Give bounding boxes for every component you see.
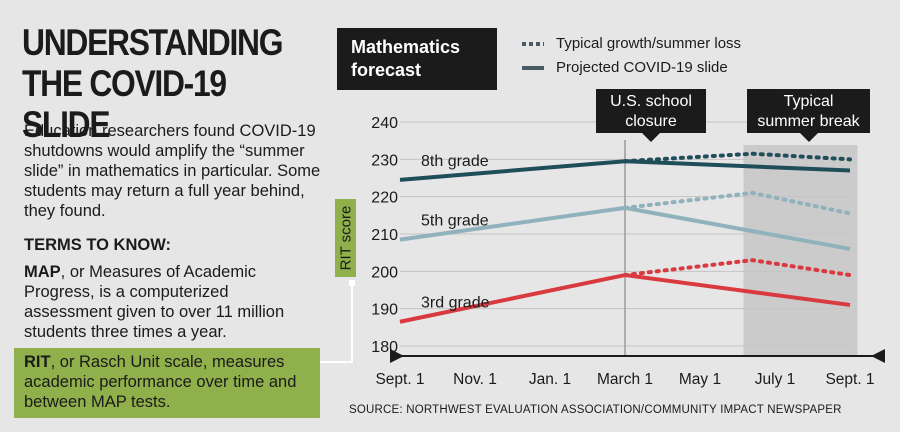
x-tick-label: Jan. 1 xyxy=(529,371,571,388)
intro-paragraph: Education researchers found COVID-19 shu… xyxy=(24,122,321,220)
y-tick-label: 220 xyxy=(371,190,398,207)
rit-definition-box: RIT, or Rasch Unit scale, measures acade… xyxy=(14,348,320,418)
dotted-line-swatch xyxy=(522,42,544,46)
series-label: 8th grade xyxy=(421,153,489,170)
summer-break-shading xyxy=(743,145,858,356)
y-axis-label-box: RIT score xyxy=(335,199,356,277)
x-tick-label: May 1 xyxy=(679,371,721,388)
source-credit: SOURCE: NORTHWEST EVALUATION ASSOCIATION… xyxy=(349,404,842,416)
legend-item-solid: Projected COVID-19 slide xyxy=(522,56,741,80)
series-label: 3rd grade xyxy=(421,295,490,312)
legend-label-solid: Projected COVID-19 slide xyxy=(556,59,728,76)
terms-heading: TERMS TO KNOW: xyxy=(24,236,171,254)
series-line-dotted xyxy=(623,190,852,216)
y-tick-label: 190 xyxy=(371,302,398,319)
headline: UNDERSTANDING THE COVID-19 SLIDE xyxy=(22,22,283,145)
x-tick-label: Sept. 1 xyxy=(375,371,424,388)
x-axis-arrow-right xyxy=(871,349,885,363)
y-tick-label: 210 xyxy=(371,227,398,244)
rit-connector-dot xyxy=(349,280,355,286)
map-term: MAP xyxy=(24,263,61,281)
rit-term: RIT xyxy=(24,353,51,371)
callout-school-closure: U.S. school closure xyxy=(596,89,706,142)
y-tick-label: 230 xyxy=(371,152,398,169)
series-label: 5th grade xyxy=(421,213,489,230)
y-tick-label: 200 xyxy=(371,264,398,281)
x-tick-label: July 1 xyxy=(755,371,796,388)
series-line-dotted xyxy=(623,151,852,164)
callout-summer-break: Typical summer break xyxy=(747,89,870,142)
rit-connector-line xyxy=(320,285,353,363)
legend-label-dotted: Typical growth/summer loss xyxy=(556,35,742,52)
headline-line-1: UNDERSTANDING xyxy=(22,22,283,63)
x-tick-label: Sept. 1 xyxy=(825,371,874,388)
map-definition-text: , or Measures of Academic Progress, is a… xyxy=(24,263,285,341)
map-definition: MAP, or Measures of Academic Progress, i… xyxy=(24,262,314,342)
chart-title: Mathematics forecast xyxy=(337,28,497,90)
legend-item-dotted: Typical growth/summer loss xyxy=(522,32,741,56)
headline-line-2: THE COVID-19 SLIDE xyxy=(22,63,227,145)
rit-definition-text: , or Rasch Unit scale, measures academic… xyxy=(24,353,297,411)
y-tick-label: 240 xyxy=(371,115,398,132)
y-axis-label: RIT score xyxy=(337,205,354,271)
x-axis-arrow-left xyxy=(390,349,404,363)
solid-line-swatch xyxy=(522,66,544,70)
x-tick-label: Nov. 1 xyxy=(453,371,497,388)
x-tick-label: March 1 xyxy=(597,371,653,388)
legend: Typical growth/summer loss Projected COV… xyxy=(522,32,741,80)
series-line-dotted xyxy=(623,258,852,278)
